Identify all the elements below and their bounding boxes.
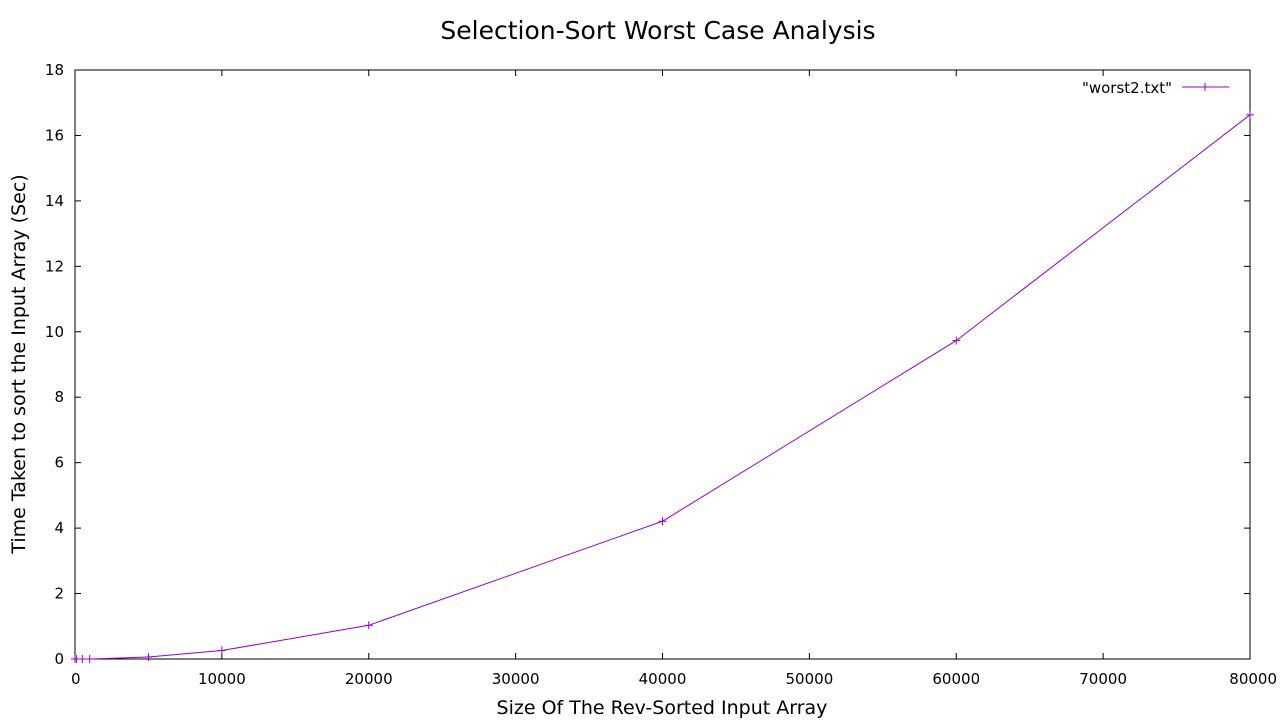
x-tick-label: 80000 xyxy=(1229,670,1277,688)
y-tick-label: 18 xyxy=(45,61,64,79)
chart-title: Selection-Sort Worst Case Analysis xyxy=(440,16,875,45)
data-point xyxy=(144,653,153,662)
y-tick-label: 12 xyxy=(45,257,64,275)
y-tick-label: 16 xyxy=(45,126,64,144)
data-point xyxy=(1246,110,1254,119)
y-tick-label: 10 xyxy=(45,323,64,341)
x-axis-label: Size Of The Rev-Sorted Input Array xyxy=(497,697,828,719)
y-tick-label: 8 xyxy=(54,388,64,406)
data-point xyxy=(952,336,961,345)
data-point xyxy=(658,517,667,526)
axis-ticks xyxy=(74,69,1251,660)
legend: "worst2.txt" xyxy=(1082,79,1229,97)
x-tick-label: 70000 xyxy=(1079,670,1127,688)
legend-marker xyxy=(1201,83,1209,91)
x-tick-label: 50000 xyxy=(786,670,834,688)
y-tick-label: 0 xyxy=(54,650,64,668)
y-tick-labels: 0 2 4 6 8 10 12 14 16 18 xyxy=(45,61,64,668)
data-point xyxy=(217,646,226,655)
data-point xyxy=(78,655,87,663)
y-axis-label: Time Taken to sort the Input Array (Sec) xyxy=(8,174,30,554)
series-layer xyxy=(71,110,1254,663)
x-tick-label: 30000 xyxy=(492,670,540,688)
y-tick-label: 6 xyxy=(54,454,64,472)
y-tick-label: 14 xyxy=(45,192,64,210)
x-tick-label: 60000 xyxy=(932,670,980,688)
legend-label: "worst2.txt" xyxy=(1082,79,1172,97)
plot-frame xyxy=(74,69,1251,660)
y-tick-label: 4 xyxy=(54,519,64,537)
x-tick-label: 0 xyxy=(71,670,81,688)
x-tick-labels: 0 10000 20000 30000 40000 50000 60000 70000 8000… xyxy=(71,670,1277,688)
x-tick-label: 40000 xyxy=(639,670,687,688)
data-point xyxy=(364,621,373,630)
y-tick-label: 2 xyxy=(54,585,64,603)
x-tick-label: 20000 xyxy=(345,670,393,688)
data-point xyxy=(85,655,94,663)
x-tick-label: 10000 xyxy=(198,670,246,688)
series-line xyxy=(75,114,1251,660)
